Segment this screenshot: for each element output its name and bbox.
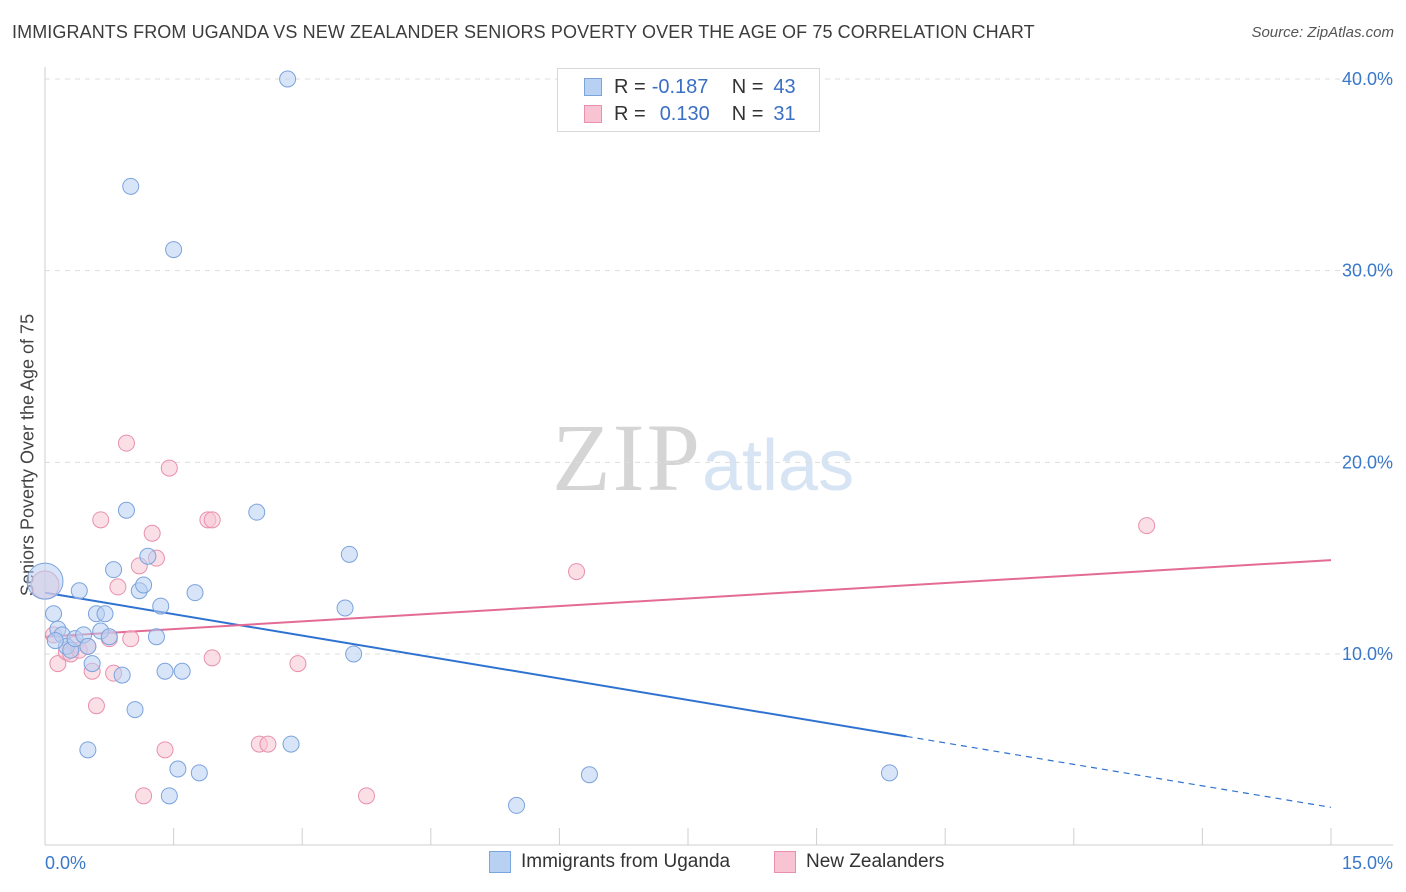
data-point bbox=[122, 630, 140, 648]
data-point bbox=[49, 655, 67, 673]
data-point bbox=[79, 637, 97, 655]
data-point bbox=[340, 545, 358, 563]
data-point bbox=[143, 524, 161, 542]
data-point bbox=[580, 766, 598, 784]
watermark: ZIPatlas bbox=[552, 402, 854, 513]
watermark-atlas: atlas bbox=[702, 426, 855, 506]
data-point bbox=[190, 764, 208, 782]
y-tick-label: 20.0% bbox=[1342, 452, 1393, 472]
trend-lines bbox=[44, 559, 1332, 808]
data-point bbox=[336, 599, 354, 617]
data-point bbox=[105, 561, 123, 579]
data-point bbox=[135, 787, 153, 805]
data-point bbox=[165, 241, 183, 259]
data-point bbox=[83, 655, 101, 673]
data-point bbox=[156, 741, 174, 759]
data-point bbox=[279, 70, 297, 88]
y-tick-label: 30.0% bbox=[1342, 261, 1393, 281]
tick-labels: 10.0% 20.0% 30.0% 40.0% 0.0% 15.0% bbox=[45, 69, 1393, 873]
data-point bbox=[92, 511, 110, 529]
legend-item-newzealand[interactable]: New Zealanders bbox=[774, 851, 944, 873]
legend-item-uganda[interactable]: Immigrants from Uganda bbox=[489, 851, 730, 873]
source-label: Source: ZipAtlas.com bbox=[1251, 24, 1394, 41]
data-point bbox=[259, 735, 277, 753]
series-legend: Immigrants from Uganda New Zealanders bbox=[0, 851, 1406, 877]
axes bbox=[44, 67, 1393, 846]
watermark-zip: ZIP bbox=[552, 404, 702, 511]
legend-n-value: 31 bbox=[773, 102, 796, 125]
x-tick-label: 0.0% bbox=[45, 853, 86, 873]
data-point bbox=[160, 787, 178, 805]
data-point bbox=[282, 735, 300, 753]
legend-r-value: -0.187 bbox=[651, 75, 709, 98]
legend-n-label: N = bbox=[731, 102, 764, 125]
data-point bbox=[122, 177, 140, 195]
data-point bbox=[289, 655, 307, 673]
data-point bbox=[358, 787, 375, 805]
legend-label-uganda: Immigrants from Uganda bbox=[521, 851, 731, 872]
data-point bbox=[100, 628, 118, 646]
data-point bbox=[345, 645, 363, 663]
data-point bbox=[156, 662, 174, 680]
data-point bbox=[46, 632, 64, 650]
data-point bbox=[113, 666, 131, 684]
legend-swatch-newzealand bbox=[584, 105, 602, 123]
correlation-legend: R = -0.187 N = 43 R = 0.130 N = 31 bbox=[557, 68, 820, 132]
data-point bbox=[139, 547, 157, 565]
y-tick-label: 40.0% bbox=[1342, 69, 1393, 89]
legend-r-label: R = bbox=[614, 75, 646, 98]
data-point bbox=[70, 582, 88, 600]
legend-swatch-newzealand bbox=[774, 851, 796, 873]
trendline-uganda-extension bbox=[906, 735, 1332, 808]
data-point bbox=[203, 649, 221, 667]
legend-swatch-uganda bbox=[584, 78, 602, 96]
data-point bbox=[126, 701, 144, 719]
data-point bbox=[26, 562, 64, 600]
x-tick-label: 15.0% bbox=[1342, 853, 1393, 873]
data-point bbox=[186, 584, 204, 602]
data-point bbox=[173, 662, 191, 680]
legend-n-value: 43 bbox=[773, 75, 796, 98]
legend-row-uganda: R = -0.187 N = 43 bbox=[584, 75, 796, 99]
chart-title: IMMIGRANTS FROM UGANDA VS NEW ZEALANDER … bbox=[12, 22, 1035, 42]
data-point bbox=[87, 697, 105, 715]
data-point bbox=[117, 434, 135, 452]
legend-label-newzealand: New Zealanders bbox=[806, 851, 945, 872]
data-point bbox=[79, 741, 97, 759]
data-point bbox=[508, 796, 526, 814]
data-point bbox=[117, 501, 135, 519]
legend-r-label: R = bbox=[614, 102, 646, 125]
trendline-newzealand bbox=[44, 559, 1332, 638]
y-tick-label: 10.0% bbox=[1342, 644, 1393, 664]
trendline-uganda bbox=[44, 591, 907, 738]
data-point bbox=[880, 764, 898, 782]
data-point bbox=[203, 511, 221, 529]
data-point bbox=[248, 503, 266, 521]
data-point bbox=[169, 760, 187, 778]
legend-swatch-uganda bbox=[489, 851, 511, 873]
data-points bbox=[26, 70, 1156, 814]
data-point bbox=[45, 605, 63, 623]
data-point bbox=[152, 597, 170, 615]
data-point bbox=[147, 628, 165, 646]
data-point bbox=[109, 578, 127, 596]
data-point bbox=[135, 576, 153, 594]
data-point bbox=[96, 605, 114, 623]
legend-r-value: 0.130 bbox=[659, 102, 710, 125]
data-point bbox=[1138, 517, 1156, 535]
legend-n-label: N = bbox=[731, 75, 764, 98]
data-point bbox=[160, 459, 178, 477]
data-point bbox=[568, 563, 586, 581]
legend-row-newzealand: R = 0.130 N = 31 bbox=[584, 102, 796, 126]
